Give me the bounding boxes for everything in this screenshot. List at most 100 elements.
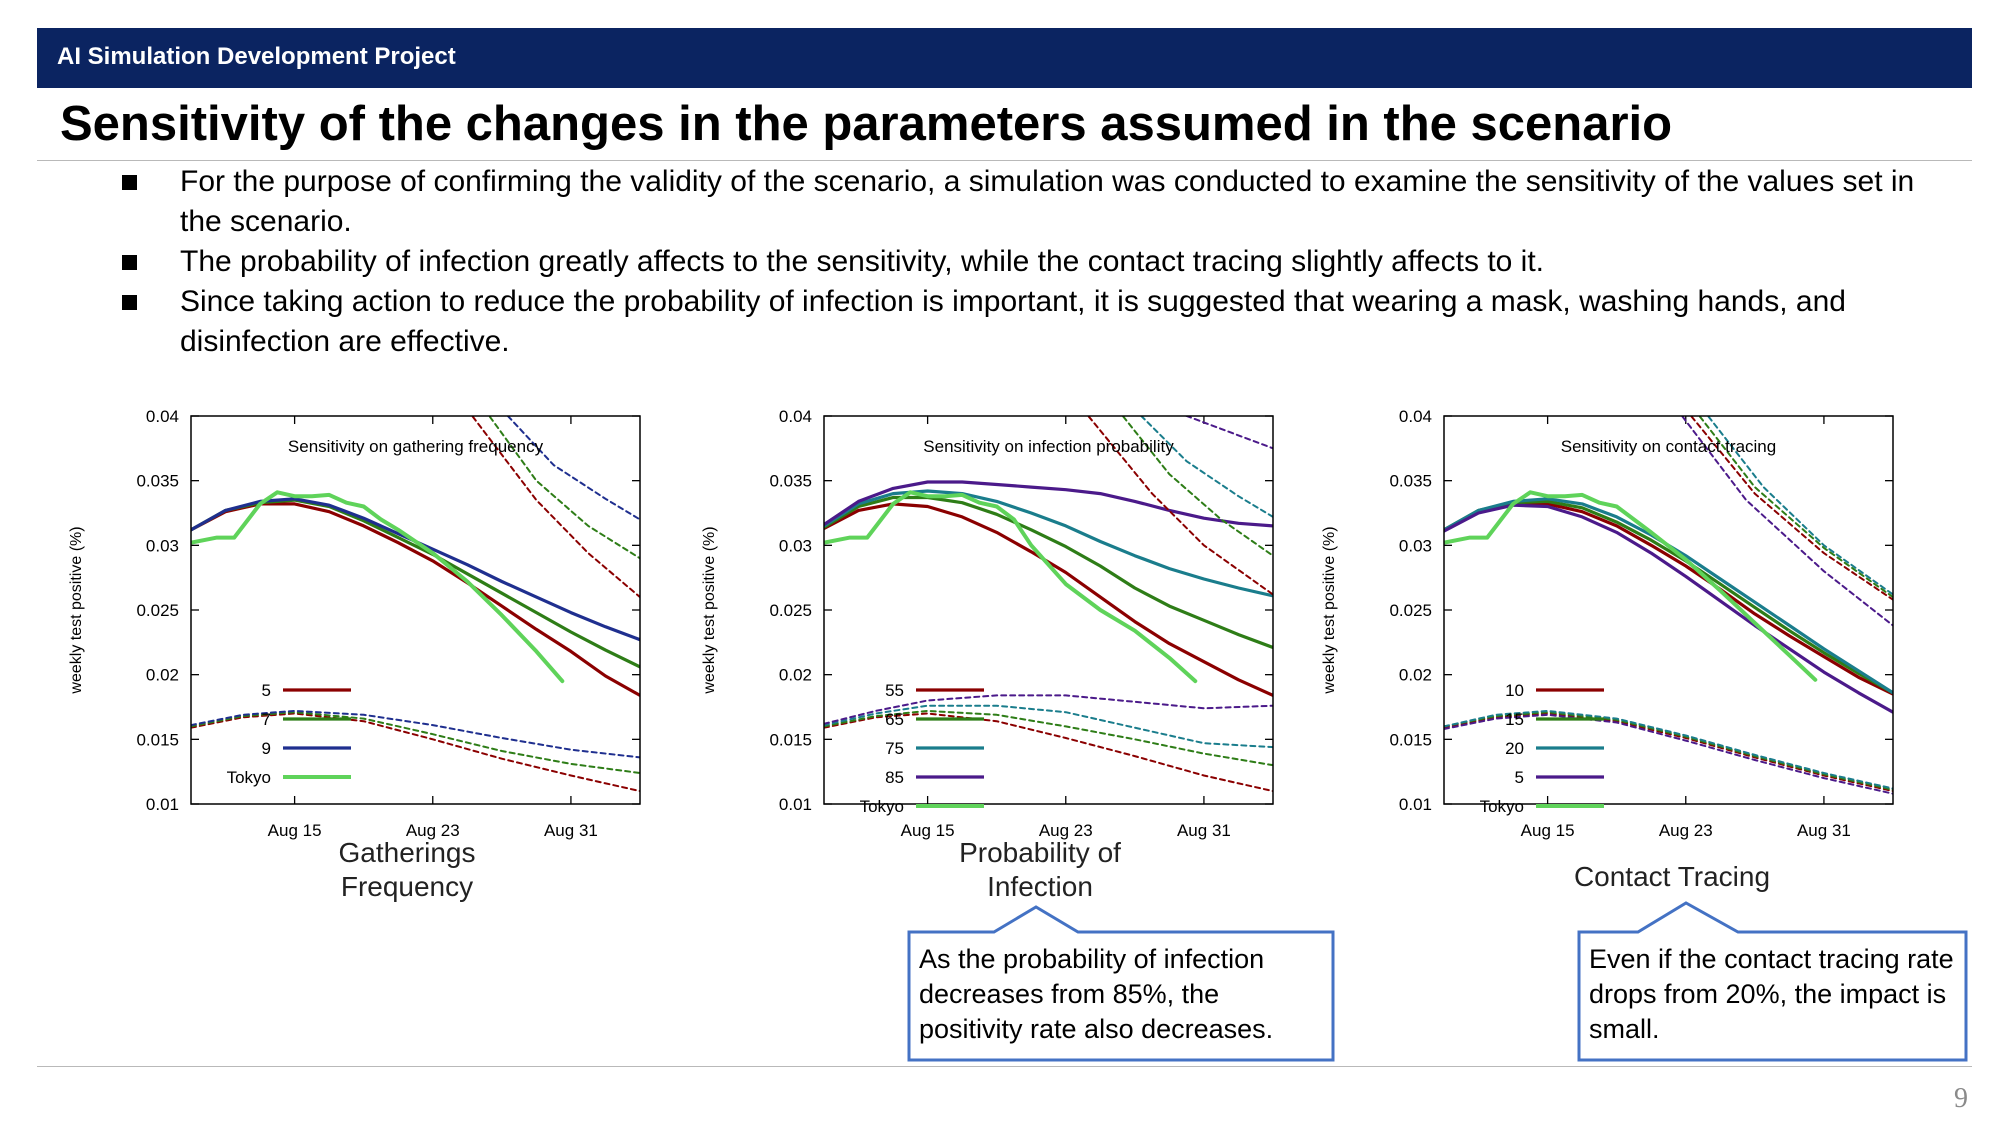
projection-line [1698,416,1893,599]
slide-title: Sensitivity of the changes in the parame… [60,97,1673,151]
x-tick-label: Aug 15 [1521,821,1575,840]
bullet-item: Since taking action to reduce the probab… [120,282,1940,362]
projection-line [191,709,640,759]
y-axis-label: weekly test positive (%) [1321,526,1338,694]
bullet-square-icon [122,255,137,270]
legend-label: 75 [885,739,904,758]
y-tick-label: 0.025 [769,601,812,620]
x-tick-label: Aug 31 [1797,821,1851,840]
projection-line [1689,416,1893,601]
chart-caption: Probability of [959,837,1121,868]
x-tick-label: Aug 15 [268,821,322,840]
series-group [824,416,1273,793]
legend-label: Tokyo [1480,797,1524,816]
legend-label: Tokyo [227,768,271,787]
callout-infection: As the probability of infection decrease… [919,944,1274,1044]
chart-title: Sensitivity on gathering frequency [288,437,544,456]
projection-line [1444,709,1893,790]
projection-line [824,712,1273,793]
series-line-15 [1444,499,1893,695]
y-axis-label: weekly test positive (%) [701,526,718,694]
bullet-item: For the purpose of confirming the validi… [120,162,1940,242]
legend-label: 85 [885,768,904,787]
callout-box-infection [907,905,1335,1062]
title-divider [37,160,1972,161]
projection-line [488,416,640,560]
chart-2: 0.04 0.035 0.03 0.025 0.02 0.015 0.01 Aug 15 Aug… [701,407,1274,902]
legend-label: 10 [1505,681,1524,700]
x-tick-label: Aug 31 [544,821,598,840]
chart-caption: Gatherings [339,837,476,868]
chart-title: Sensitivity on infection probability [923,437,1174,456]
legend-label: 7 [262,710,271,729]
chart-title: Sensitivity on contact tracing [1561,437,1776,456]
x-tick-label: Aug 31 [1177,821,1231,840]
projection-line [1121,416,1273,557]
series-line-7 [191,498,640,669]
y-tick-label: 0.02 [1399,666,1432,685]
y-tick-label: 0.02 [146,666,179,685]
y-axis-label: weekly test positive (%) [68,526,85,694]
projection-line [824,694,1273,725]
series-line-tokyo [1444,490,1818,682]
y-tick-label: 0.035 [136,472,179,491]
y-tick-label: 0.015 [1389,730,1432,749]
projection-line [191,712,640,793]
projection-line [191,711,640,774]
legend-label: 15 [1505,710,1524,729]
y-tick-label: 0.04 [146,407,179,426]
footer-divider [37,1066,1972,1067]
legend-label: 5 [262,681,271,700]
x-tick-label: Aug 23 [1039,821,1093,840]
legend-label: 9 [262,739,271,758]
bullet-text: Since taking action to reduce the probab… [180,285,1846,358]
legend-label: 5 [1515,768,1524,787]
series-line-10 [1444,502,1893,696]
y-tick-label: 0.025 [136,601,179,620]
y-tick-label: 0.015 [769,730,812,749]
series-group [191,416,640,793]
y-tick-label: 0.03 [1399,536,1432,555]
y-tick-label: 0.02 [779,666,812,685]
bullet-list: For the purpose of confirming the validi… [120,162,1940,362]
legend-label: 65 [885,710,904,729]
header-bar: AI Simulation Development Project [37,28,1972,88]
projection-line [1444,713,1893,795]
series-line-85 [824,480,1273,528]
projection-line [1706,416,1893,596]
chart-caption: Contact Tracing [1574,861,1770,892]
projection-line [1444,711,1893,791]
bullet-text: The probability of infection greatly aff… [180,245,1545,278]
y-tick-label: 0.035 [769,472,812,491]
series-line-5 [1444,503,1893,714]
page-number: 9 [1954,1083,1968,1114]
plot-frame [1443,415,1894,805]
projection-line [1087,416,1273,596]
series-line-9 [191,497,640,642]
series-line-75 [824,489,1273,598]
projection-line [1139,416,1273,518]
callout-contact-tracing: Even if the contact tracing rate drops f… [1589,944,1954,1044]
series-line-tokyo [191,490,565,684]
legend-label: 55 [885,681,904,700]
bullet-square-icon [122,295,137,310]
y-tick-label: 0.01 [1399,795,1432,814]
y-tick-label: 0.03 [779,536,812,555]
plot-frame [823,415,1274,805]
x-tick-label: Aug 23 [1659,821,1713,840]
legend-label: Tokyo [860,797,904,816]
bullet-item: The probability of infection greatly aff… [120,242,1940,282]
project-name: AI Simulation Development Project [57,43,456,70]
y-tick-label: 0.04 [1399,407,1432,426]
projection-line [470,416,640,599]
projection-line [1183,416,1273,450]
y-tick-label: 0.01 [779,795,812,814]
x-tick-label: Aug 23 [406,821,460,840]
projection-line [506,416,640,521]
series-line-tokyo [824,490,1198,684]
projection-line [824,704,1273,749]
legend-label: 20 [1505,739,1524,758]
chart-caption: Infection [987,871,1093,902]
y-tick-label: 0.03 [146,536,179,555]
x-tick-label: Aug 15 [901,821,955,840]
